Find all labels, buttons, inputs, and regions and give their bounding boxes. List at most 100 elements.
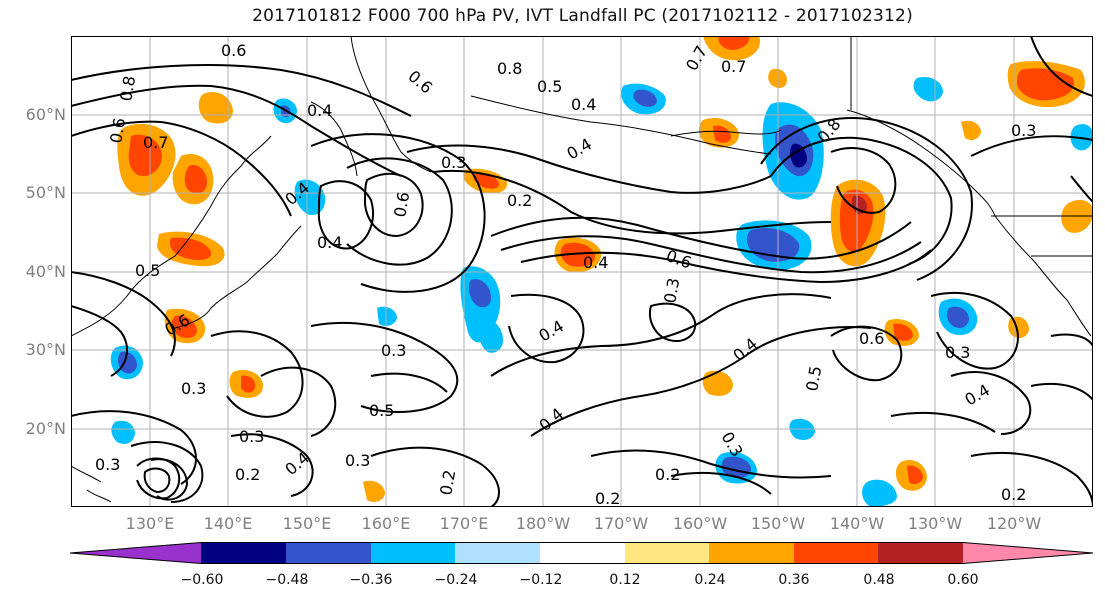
colorbar-extend-min	[70, 542, 201, 564]
contour-label: 0.6	[390, 190, 413, 218]
lon-label-170w: 170°W	[593, 514, 649, 533]
contour-label: 0.8	[497, 59, 522, 78]
shade-blue-blob	[111, 420, 135, 444]
contour-label: 0.7	[143, 133, 168, 152]
shade-red-blob	[713, 125, 731, 143]
map-title: 2017101812 F000 700 hPa PV, IVT Landfall…	[252, 6, 913, 26]
contour-label: 0.6	[859, 329, 884, 348]
colorbar-segment	[455, 542, 540, 564]
colorbar-segment	[540, 542, 625, 564]
contour-label: 0.2	[655, 465, 680, 484]
contour-label: 0.6	[221, 41, 246, 60]
colorbar-segment	[794, 542, 878, 564]
lon-label-130w: 130°W	[907, 514, 963, 533]
colorbar-tick: 0.12	[609, 572, 641, 588]
lat-label-40n: 40°N	[25, 262, 66, 281]
lon-label-160w: 160°W	[672, 514, 728, 533]
lat-label-20n: 20°N	[25, 419, 66, 438]
colorbar-segment	[286, 542, 371, 564]
contour-label: 0.8	[116, 74, 139, 102]
contour-label: 0.6	[106, 116, 129, 144]
contour-label: 0.3	[381, 341, 406, 360]
map-panel: 0.6 0.6 0.8 0.7 0.5 0.4 0.4 0.3 0.4 0.7 …	[71, 36, 1093, 507]
shade-blue-blob	[478, 319, 503, 353]
shade-blue-blob	[294, 179, 326, 216]
shade-orange-blob	[702, 370, 733, 396]
lon-label-150w: 150°W	[750, 514, 806, 533]
shade-red-blob	[893, 323, 913, 341]
shade-navy-blob	[790, 143, 807, 168]
shade-red-blob	[128, 134, 162, 176]
contour-label: 0.3	[1011, 121, 1036, 140]
shade-red-blob	[1017, 68, 1074, 101]
shade-red-blob	[718, 36, 750, 50]
contour-label: 0.2	[235, 465, 260, 484]
shade-orange-blob	[198, 91, 233, 124]
colorbar-tick: −0.12	[519, 572, 563, 588]
colorbar-tick: −0.24	[434, 572, 478, 588]
contour-label: 0.4	[571, 95, 596, 114]
colorbar-tick: 0.48	[863, 572, 895, 588]
colorbar-tick: −0.60	[180, 572, 224, 588]
contour-label: 0.2	[1001, 485, 1026, 504]
contour-label: 0.4	[317, 233, 342, 252]
colorbar-segment	[625, 542, 709, 564]
shade-red-blob	[169, 237, 212, 260]
contour-label: 0.3	[95, 455, 120, 474]
contour-label: 0.3	[441, 153, 466, 172]
pv-contours	[71, 36, 1093, 507]
shade-blue-blob	[377, 306, 397, 326]
colorbar-tick: 0.60	[947, 572, 979, 588]
shade-orange-blob	[363, 480, 385, 502]
lon-label-140w: 140°W	[829, 514, 885, 533]
contour-label: 0.4	[307, 101, 332, 120]
shade-red-blob	[184, 164, 207, 194]
contour-label: 0.2	[436, 468, 459, 496]
colorbar-extend-max	[963, 542, 1093, 564]
contour-label: 0.2	[507, 191, 532, 210]
contour-label: 0.5	[369, 401, 394, 420]
contour-label: 0.5	[802, 364, 825, 392]
ivt-shading	[110, 36, 1093, 507]
colorbar-segment	[201, 542, 286, 564]
colorbar-tick: −0.36	[349, 572, 393, 588]
colorbar-tick: 0.36	[778, 572, 810, 588]
shade-darkblue-blob	[118, 351, 137, 374]
shade-darkblue-blob	[946, 306, 969, 328]
lat-label-60n: 60°N	[25, 105, 66, 124]
contour-label: 0.3	[945, 343, 970, 362]
contour-label: 0.5	[537, 77, 562, 96]
coastlines	[71, 36, 1093, 503]
contour-label: 0.3	[181, 379, 206, 398]
shade-orange-blob	[961, 120, 981, 140]
contour-label: 0.7	[721, 57, 746, 76]
colorbar	[70, 542, 1094, 564]
contour-label: 0.3	[345, 451, 370, 470]
lat-label-30n: 30°N	[25, 340, 66, 359]
contour-label: 0.3	[239, 427, 264, 446]
lat-label-50n: 50°N	[25, 183, 66, 202]
contour-label: 0.3	[660, 276, 683, 304]
shade-red-blob	[907, 465, 923, 485]
contour-label: 0.4	[583, 253, 608, 272]
contour-label: 0.5	[135, 261, 160, 280]
shade-darkblue-blob	[468, 279, 491, 308]
colorbar-segment	[371, 542, 455, 564]
shade-blue-blob	[913, 76, 943, 102]
lon-label-140e: 140°E	[203, 514, 253, 533]
lon-label-120w: 120°W	[986, 514, 1042, 533]
colorbar-tick: −0.48	[265, 572, 309, 588]
shade-darkblue-blob	[633, 89, 657, 107]
shade-red-blob	[241, 375, 256, 393]
colorbar-segment	[878, 542, 963, 564]
colorbar-tick: 0.24	[694, 572, 726, 588]
lon-label-180w: 180°W	[515, 514, 571, 533]
shade-orange-blob	[1008, 316, 1029, 338]
colorbar-segment	[709, 542, 794, 564]
shade-blue-blob	[862, 479, 897, 507]
shade-red-blob	[171, 315, 197, 338]
lon-label-150e: 150°E	[282, 514, 332, 533]
lon-label-170e: 170°E	[439, 514, 489, 533]
shade-red-blob	[560, 242, 595, 267]
contour-label: 0.2	[595, 489, 620, 507]
